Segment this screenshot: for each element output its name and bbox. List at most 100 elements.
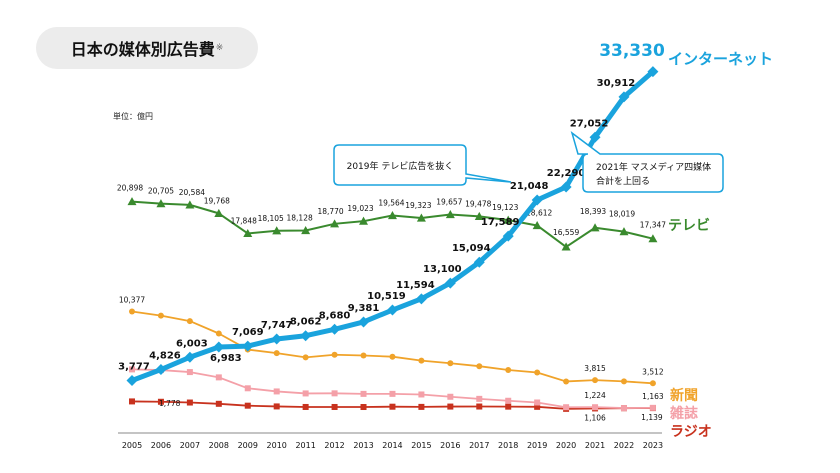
newspaper-point-2008 [215, 330, 222, 337]
internet-data-label-2009: 7,069 [232, 327, 264, 338]
newspaper-point-2016 [447, 360, 454, 367]
callout-layer: 2019年 テレビ広告を抜く 2021年 マスメディア四媒体 合計を上回る [333, 131, 724, 193]
radio-point-2014 [389, 403, 396, 410]
tv-point-2017 [474, 211, 484, 221]
internet-point-2020 [560, 181, 572, 193]
newspaper-point-2012 [331, 351, 338, 358]
radio-point-2012 [331, 403, 338, 410]
internet-point-2010 [271, 333, 283, 345]
tv-data-label-2016: 19,657 [436, 198, 462, 207]
internet-data-label-2016: 13,100 [423, 264, 462, 275]
unit-label: 単位：億円 [113, 112, 153, 121]
tv-point-2023 [648, 234, 658, 243]
tv-data-label-2018: 19,123 [492, 203, 518, 212]
newspaper-series-label: 新聞 [670, 387, 698, 404]
x-tick-label-2012: 2012 [324, 441, 344, 450]
tv-point-2012 [330, 219, 340, 228]
internet-data-label-2023: 33,330 [599, 41, 665, 61]
magazine-point-2014 [389, 390, 396, 397]
tv-data-label-2022: 18,019 [609, 210, 635, 219]
tv-point-2010 [272, 226, 282, 235]
tv-data-label-2014: 19,564 [378, 199, 404, 208]
tv-line [131, 200, 654, 248]
x-tick-label-2022: 2022 [614, 441, 634, 450]
tv-data-label-2017: 19,478 [465, 199, 491, 208]
internet-data-label-2006: 4,826 [149, 351, 181, 362]
internet-data-label-2011: 8,062 [290, 317, 322, 328]
magazine-point-2011 [302, 390, 309, 397]
radio-data-label-2021: 1,106 [584, 413, 606, 422]
tv-point-2014 [387, 211, 397, 220]
magazine-point-2018 [505, 397, 512, 404]
internet-point-2019 [531, 194, 543, 206]
radio-point-2016 [447, 403, 454, 410]
internet-point-2018 [502, 230, 514, 242]
x-tick-label-2023: 2023 [643, 441, 663, 450]
tv-point-2019 [532, 220, 542, 230]
newspaper-point-2019 [534, 369, 541, 376]
x-tick-label-2008: 2008 [209, 441, 229, 450]
newspaper-line [131, 310, 654, 385]
newspaper-point-2018 [505, 366, 512, 373]
internet-point-2012 [329, 323, 341, 335]
magazine-point-2016 [447, 393, 454, 400]
internet-point-2014 [386, 304, 398, 316]
internet-data-label-2020: 22,290 [547, 168, 586, 179]
internet-point-2006 [155, 364, 167, 376]
internet-data-label-2022: 30,912 [597, 78, 636, 89]
newspaper-point-2005 [129, 308, 135, 315]
radio-series-label: ラジオ [670, 424, 712, 440]
x-tick-label-2018: 2018 [498, 441, 518, 450]
x-tick-label-2011: 2011 [295, 441, 315, 450]
internet-data-label-2015: 11,594 [396, 280, 435, 291]
radio-point-2011 [302, 403, 309, 410]
magazine-point-2007 [186, 369, 193, 376]
callout-exceeds-four-media-line1: 2021年 マスメディア四媒体 [596, 161, 711, 173]
series-layer: 1,778 1,106 1,139 1,224 1,163 10,377 3,815 3,51… [117, 41, 666, 422]
radio-point-2008 [215, 400, 222, 407]
newspaper-point-2007 [186, 318, 193, 325]
radio-point-2010 [273, 403, 280, 410]
x-tick-label-2019: 2019 [527, 441, 547, 450]
internet-data-label-2018: 17,589 [481, 217, 520, 228]
x-tick-label-2020: 2020 [556, 441, 576, 450]
radio-point-2013 [360, 404, 367, 411]
tv-point-2005 [127, 197, 137, 206]
tv-point-2011 [301, 226, 311, 235]
tv-point-2020 [561, 242, 571, 251]
newspaper-point-2011 [302, 354, 309, 361]
internet-data-label-2014: 10,519 [367, 291, 406, 302]
x-tick-label-2009: 2009 [238, 441, 258, 450]
internet-data-label-2008: 6,983 [210, 353, 242, 364]
internet-point-2022 [618, 91, 630, 103]
radio-point-2015 [418, 403, 425, 410]
internet-data-label-2012: 8,680 [319, 310, 351, 321]
x-tick-label-2006: 2006 [151, 441, 171, 450]
tv-data-label-2020: 16,559 [553, 228, 579, 237]
internet-point-2015 [415, 293, 427, 305]
callout-tv-overtaken-text: 2019年 テレビ広告を抜く [347, 160, 454, 172]
tv-data-label-2012: 18,770 [317, 207, 343, 216]
magazine-point-2021 [592, 404, 599, 411]
chart-title: 日本の媒体別広告費 ※ [36, 27, 258, 69]
magazine-line [131, 368, 654, 409]
radio-point-2006 [157, 398, 164, 405]
newspaper-point-2017 [476, 363, 483, 370]
tv-data-label-2019: 18,612 [526, 208, 552, 217]
magazine-series-label: 雑誌 [669, 405, 698, 422]
newspaper-data-label-2021: 3,815 [584, 364, 606, 373]
tv-point-2007 [185, 200, 195, 209]
internet-data-label-2019: 21,048 [510, 181, 549, 192]
internet-point-2009 [242, 340, 254, 352]
tv-point-2008 [214, 208, 224, 217]
internet-data-label-2013: 9,381 [348, 303, 380, 314]
internet-point-2005 [126, 375, 138, 387]
radio-point-2009 [244, 402, 251, 409]
internet-point-2008 [213, 341, 225, 353]
internet-data-label-2010: 7,747 [261, 320, 293, 331]
magazine-data-label-2021: 1,224 [584, 391, 606, 400]
tv-data-label-2021: 18,393 [580, 207, 606, 216]
tv-data-label-2010: 18,105 [258, 214, 284, 223]
radio-data-label-2006: 1,778 [159, 399, 181, 408]
x-tick-label-2013: 2013 [353, 441, 373, 450]
